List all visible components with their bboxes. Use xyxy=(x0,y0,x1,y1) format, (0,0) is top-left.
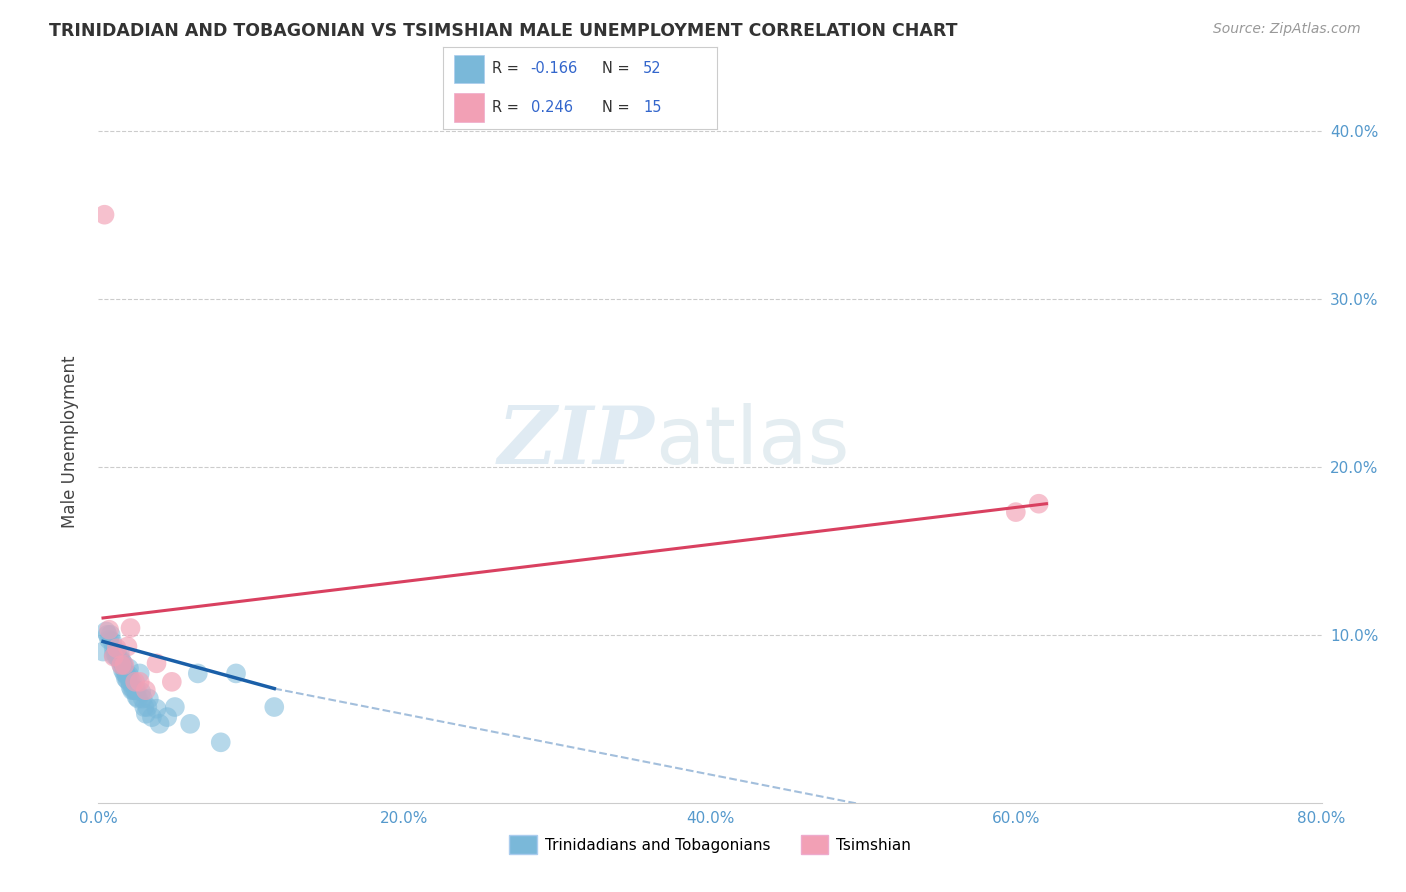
Point xyxy=(136,700,159,714)
Point xyxy=(120,680,142,694)
Point xyxy=(263,700,285,714)
Point xyxy=(117,640,139,654)
Point xyxy=(105,641,128,656)
Point xyxy=(115,666,138,681)
Point xyxy=(127,691,149,706)
Point xyxy=(103,648,125,662)
Point xyxy=(163,700,186,714)
Point xyxy=(135,683,157,698)
FancyBboxPatch shape xyxy=(454,94,484,122)
Point xyxy=(107,651,129,665)
Text: TRINIDADIAN AND TOBAGONIAN VS TSIMSHIAN MALE UNEMPLOYMENT CORRELATION CHART: TRINIDADIAN AND TOBAGONIAN VS TSIMSHIAN … xyxy=(49,22,957,40)
Point xyxy=(120,676,142,690)
Point xyxy=(125,690,148,704)
FancyBboxPatch shape xyxy=(454,54,484,83)
Point xyxy=(1028,497,1050,511)
Point xyxy=(179,716,201,731)
Point xyxy=(112,666,135,681)
Point xyxy=(156,710,179,724)
Y-axis label: Male Unemployment: Male Unemployment xyxy=(60,355,79,528)
Point xyxy=(149,716,172,731)
Point xyxy=(1004,505,1026,519)
Point xyxy=(93,208,115,222)
Text: 0.246: 0.246 xyxy=(530,100,572,115)
Text: Source: ZipAtlas.com: Source: ZipAtlas.com xyxy=(1213,22,1361,37)
Point xyxy=(134,700,156,714)
Point xyxy=(112,658,135,673)
Text: N =: N = xyxy=(602,100,634,115)
Point xyxy=(145,657,167,671)
Point xyxy=(132,691,155,706)
Point xyxy=(160,674,183,689)
Point xyxy=(108,646,131,660)
Point xyxy=(111,663,134,677)
Point xyxy=(141,710,163,724)
Point xyxy=(112,661,135,675)
Point xyxy=(118,668,141,682)
Point xyxy=(120,621,142,635)
Point xyxy=(121,674,143,689)
Text: R =: R = xyxy=(492,100,524,115)
Text: 52: 52 xyxy=(643,62,662,76)
Point xyxy=(118,661,141,675)
Point xyxy=(101,634,124,648)
Point xyxy=(104,646,127,660)
Point xyxy=(145,702,167,716)
Point xyxy=(105,644,128,658)
Point xyxy=(122,683,145,698)
Point xyxy=(124,683,146,698)
Point xyxy=(209,735,232,749)
Point xyxy=(110,658,132,673)
Point xyxy=(94,624,117,639)
Text: R =: R = xyxy=(492,62,524,76)
Point xyxy=(98,623,121,637)
Point xyxy=(117,673,139,687)
Text: atlas: atlas xyxy=(655,402,849,481)
Point xyxy=(100,628,122,642)
Point xyxy=(138,691,160,706)
Point xyxy=(125,683,148,698)
Point xyxy=(225,666,247,681)
Point xyxy=(135,706,157,721)
Point xyxy=(110,658,132,673)
Point xyxy=(117,670,139,684)
Point xyxy=(105,649,128,664)
Point xyxy=(108,653,131,667)
Point xyxy=(128,674,150,689)
Text: ZIP: ZIP xyxy=(498,403,655,480)
Point xyxy=(187,666,209,681)
Text: -0.166: -0.166 xyxy=(530,62,578,76)
Point xyxy=(110,653,132,667)
Point xyxy=(124,674,146,689)
Text: N =: N = xyxy=(602,62,634,76)
Point xyxy=(103,649,125,664)
Text: 15: 15 xyxy=(643,100,662,115)
Point xyxy=(121,683,143,698)
Point xyxy=(128,666,150,681)
Legend: Trinidadians and Tobagonians, Tsimshian: Trinidadians and Tobagonians, Tsimshian xyxy=(503,830,917,860)
Point xyxy=(98,632,121,647)
Point xyxy=(111,657,134,671)
Point xyxy=(91,644,114,658)
Point xyxy=(115,672,138,686)
Point xyxy=(103,641,125,656)
Point xyxy=(97,628,120,642)
Point xyxy=(129,685,152,699)
